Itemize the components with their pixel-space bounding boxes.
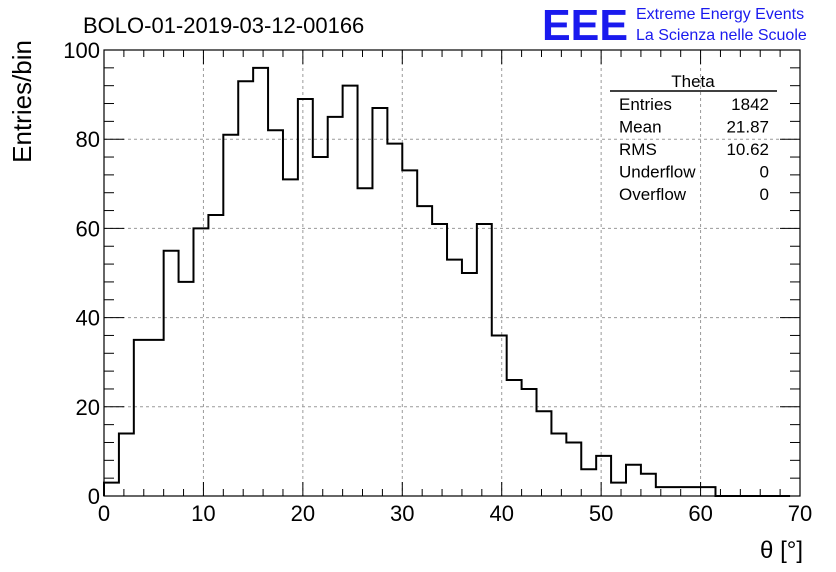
eee-logo: EEE xyxy=(542,1,628,50)
y-axis-label: Entries/bin xyxy=(7,40,37,163)
stats-value: 0 xyxy=(760,163,769,182)
x-tick-label: 30 xyxy=(390,501,414,526)
y-tick-label: 60 xyxy=(76,216,100,241)
stats-label: RMS xyxy=(619,140,657,159)
y-tick-label: 40 xyxy=(76,306,100,331)
tick-labels: 0 10 20 30 40 50 60 70 0 20 40 60 80 100 xyxy=(63,38,812,526)
stats-value: 1842 xyxy=(731,95,769,114)
x-tick-label: 10 xyxy=(191,501,215,526)
x-tick-label: 60 xyxy=(688,501,712,526)
x-tick-label: 50 xyxy=(589,501,613,526)
grid-lines xyxy=(104,50,800,496)
stats-box: Theta Entries 1842 Mean 21.87 RMS 10.62 Underf… xyxy=(610,72,777,204)
y-tick-label: 0 xyxy=(88,484,100,509)
x-tick-label: 20 xyxy=(291,501,315,526)
stats-label: Underflow xyxy=(619,163,696,182)
stats-label: Entries xyxy=(619,95,672,114)
logo-line1: Extreme Energy Events xyxy=(636,6,804,23)
stats-value: 10.62 xyxy=(726,140,769,159)
y-tick-label: 80 xyxy=(76,127,100,152)
x-tick-label: 70 xyxy=(788,501,812,526)
y-tick-label: 20 xyxy=(76,395,100,420)
plot-frame xyxy=(103,49,801,497)
logo-line2: La Scienza nelle Scuole xyxy=(636,27,807,44)
x-tick-label: 40 xyxy=(489,501,513,526)
stats-value: 0 xyxy=(760,185,769,204)
stats-label: Mean xyxy=(619,118,662,137)
axis-ticks xyxy=(103,49,801,497)
stats-title: Theta xyxy=(671,72,715,91)
y-tick-label: 100 xyxy=(63,38,100,63)
x-tick-label: 0 xyxy=(98,501,110,526)
stats-label: Overflow xyxy=(619,185,687,204)
run-title: BOLO-01-2019-03-12-00166 xyxy=(83,13,364,38)
histogram-line xyxy=(103,66,791,497)
stats-value: 21.87 xyxy=(726,118,769,137)
x-axis-label: θ [°] xyxy=(760,537,803,564)
